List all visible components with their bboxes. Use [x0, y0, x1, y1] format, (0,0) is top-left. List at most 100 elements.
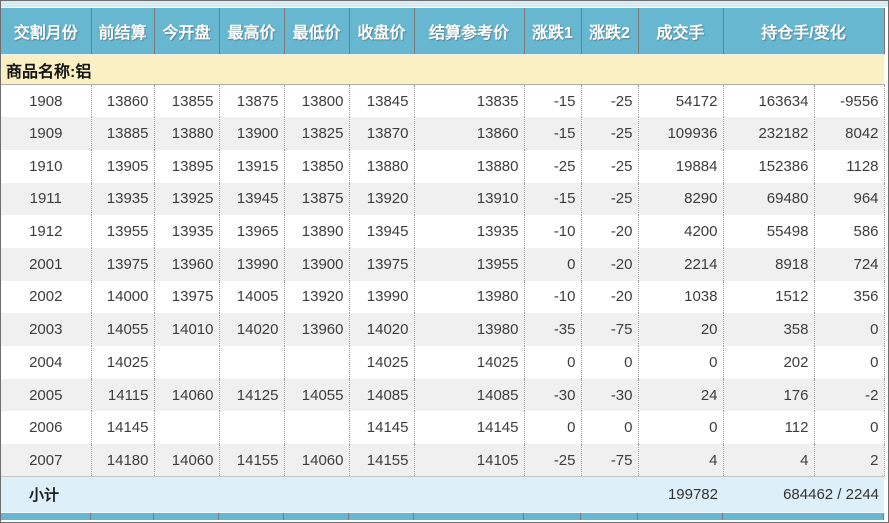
- cell-oi_change: -2: [814, 378, 885, 412]
- table-row-1911[interactable]: 1911 13935 13925 13945 13875 13920 13910 -15 -25…: [1, 182, 885, 216]
- cell-close: 14020: [349, 313, 415, 346]
- table-row-1912[interactable]: 1912 13955 13935 13965 13890 13945 13935 -10 -20…: [1, 215, 885, 248]
- subtotal-volume: 199782: [638, 476, 723, 513]
- cell-volume: 0: [638, 346, 724, 379]
- cell-prev_settle: 13860: [91, 84, 155, 118]
- cell-open_interest: 358: [723, 313, 815, 346]
- cell-low: 13920: [284, 280, 350, 314]
- table-footer: 小计 199782 684462 / 2244: [1, 476, 885, 513]
- cell-low: [284, 346, 350, 379]
- cell-low: 13960: [284, 313, 350, 346]
- column-header-open: 今开盘: [154, 8, 220, 55]
- cell-settle_ref: 13835: [414, 84, 525, 118]
- cell-volume: 109936: [638, 117, 724, 150]
- cell-close: 14085: [349, 378, 415, 412]
- cell-month: 1912: [1, 215, 92, 248]
- cell-close: 14145: [349, 411, 415, 445]
- cell-prev_settle: 13885: [91, 117, 155, 150]
- column-header-month: 交割月份: [1, 8, 92, 55]
- cell-volume: 54172: [638, 84, 724, 118]
- cell-change1: -15: [524, 84, 582, 118]
- strip-cell-change2: [581, 513, 638, 521]
- strip-cell-prev_settle: [91, 513, 154, 521]
- cell-open: 13925: [154, 182, 220, 216]
- cell-change1: -15: [524, 182, 582, 216]
- cell-month: 1908: [1, 84, 92, 118]
- cell-open: 13855: [154, 84, 220, 118]
- cell-close: 13870: [349, 117, 415, 150]
- subtotal-row: 小计 199782 684462 / 2244: [1, 476, 885, 513]
- cell-close: 13990: [349, 280, 415, 314]
- cell-open_interest: 4: [723, 444, 815, 477]
- cell-low: 13825: [284, 117, 350, 150]
- cell-low: 13890: [284, 215, 350, 248]
- cell-prev_settle: 14115: [91, 378, 155, 412]
- cell-change2: -25: [581, 84, 639, 118]
- cell-high: 13945: [219, 182, 285, 216]
- cell-volume: 0: [638, 411, 724, 445]
- cell-change2: -75: [581, 313, 639, 346]
- cell-change2: -25: [581, 117, 639, 150]
- cell-high: 13900: [219, 117, 285, 150]
- cell-low: 14055: [284, 378, 350, 412]
- cell-settle_ref: 14105: [414, 444, 525, 477]
- strip-cell-close: [349, 513, 414, 521]
- cell-close: 13845: [349, 84, 415, 118]
- column-header-settle_ref: 结算参考价: [414, 8, 525, 55]
- cell-low: 13800: [284, 84, 350, 118]
- table-row-1910[interactable]: 1910 13905 13895 13915 13850 13880 13880 -25 -25…: [1, 149, 885, 183]
- table-row-2005[interactable]: 2005 14115 14060 14125 14055 14085 14085 -30 -30…: [1, 378, 885, 412]
- cell-high: 13990: [219, 247, 285, 281]
- subtotal-label: 小计: [1, 476, 638, 513]
- cell-oi_change: 1128: [814, 149, 885, 183]
- table-row-2002[interactable]: 2002 14000 13975 14005 13920 13990 13980 -10 -20…: [1, 280, 885, 314]
- cell-month: 1910: [1, 149, 92, 183]
- cell-open: [154, 411, 220, 445]
- table-row-1909[interactable]: 1909 13885 13880 13900 13825 13870 13860 -15 -25…: [1, 117, 885, 150]
- cell-prev_settle: 14145: [91, 411, 155, 445]
- cell-oi_change: 724: [814, 247, 885, 281]
- cell-volume: 24: [638, 378, 724, 412]
- table-row-2001[interactable]: 2001 13975 13960 13990 13900 13975 13955 0 -20 22…: [1, 247, 885, 281]
- cell-settle_ref: 13860: [414, 117, 525, 150]
- cell-settle_ref: 13980: [414, 313, 525, 346]
- table-row-1908[interactable]: 1908 13860 13855 13875 13800 13845 13835 -15 -25…: [1, 84, 885, 118]
- column-header-oi_and_change: 持仓手/变化: [723, 8, 885, 55]
- cell-oi_change: 8042: [814, 117, 885, 150]
- cell-low: [284, 411, 350, 445]
- table-row-2007[interactable]: 2007 14180 14060 14155 14060 14155 14105 -25 -75…: [1, 444, 885, 477]
- cell-change1: -10: [524, 280, 582, 314]
- table-row-2004[interactable]: 2004 14025 14025 14025 0 0 0 202 0: [1, 346, 885, 379]
- cell-prev_settle: 13935: [91, 182, 155, 216]
- cell-month: 2005: [1, 378, 92, 412]
- cell-close: 13880: [349, 149, 415, 183]
- cell-open: 13895: [154, 149, 220, 183]
- cell-prev_settle: 13905: [91, 149, 155, 183]
- strip-cell-change1: [524, 513, 581, 521]
- cell-open_interest: 1512: [723, 280, 815, 314]
- table-row-2003[interactable]: 2003 14055 14010 14020 13960 14020 13980 -35 -75…: [1, 313, 885, 346]
- cell-open_interest: 8918: [723, 247, 815, 281]
- cell-volume: 19884: [638, 149, 724, 183]
- cell-change1: -35: [524, 313, 582, 346]
- cell-open_interest: 202: [723, 346, 815, 379]
- cell-month: 2003: [1, 313, 92, 346]
- cell-open: 13935: [154, 215, 220, 248]
- cell-low: 14060: [284, 444, 350, 477]
- cell-open_interest: 163634: [723, 84, 815, 118]
- cell-settle_ref: 13880: [414, 149, 525, 183]
- cell-high: [219, 346, 285, 379]
- cell-settle_ref: 14025: [414, 346, 525, 379]
- cell-change1: 0: [524, 247, 582, 281]
- column-header-prev_settle: 前结算: [91, 8, 155, 55]
- cell-oi_change: 2: [814, 444, 885, 477]
- cell-change2: 0: [581, 346, 639, 379]
- table-row-2006[interactable]: 2006 14145 14145 14145 0 0 0 112 0: [1, 411, 885, 445]
- cell-change1: -10: [524, 215, 582, 248]
- cell-month: 2006: [1, 411, 92, 445]
- cell-oi_change: 0: [814, 313, 885, 346]
- cell-change1: -30: [524, 378, 582, 412]
- cell-change2: 0: [581, 411, 639, 445]
- cell-oi_change: -9556: [814, 84, 885, 118]
